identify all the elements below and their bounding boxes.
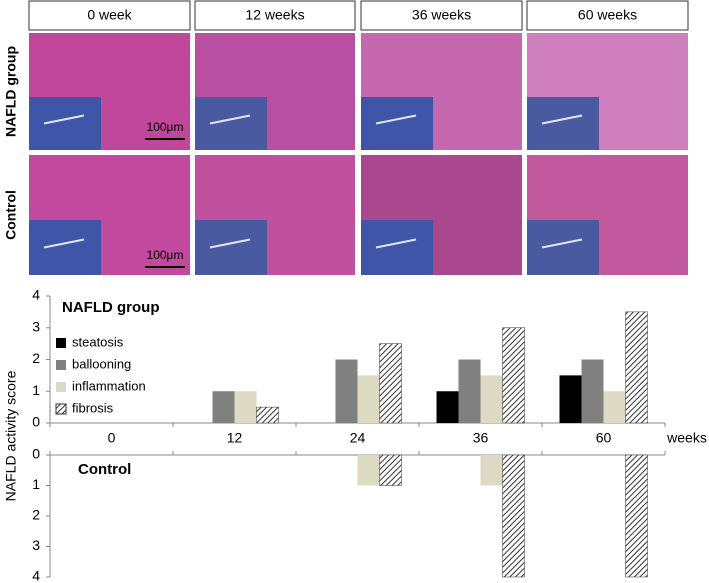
stain-inset — [527, 220, 599, 275]
bar — [559, 375, 582, 423]
vessel — [43, 114, 85, 125]
bar — [436, 391, 459, 423]
histology-panels: 0 week 12 weeks 36 weeks 60 weeks NAFLD grou… — [3, 0, 689, 275]
column-header-box — [28, 0, 191, 31]
bar — [625, 454, 648, 578]
panel-title: NAFLD group — [62, 299, 159, 316]
panel-title: Control — [78, 461, 131, 478]
bar — [357, 455, 380, 486]
scale-bar-label: 100µm — [147, 120, 184, 134]
bar — [625, 311, 648, 424]
y-tick-label: 3 — [32, 318, 40, 334]
x-tick-label: 24 — [350, 430, 366, 446]
bar — [256, 406, 279, 424]
stain-inset — [29, 97, 101, 150]
y-tick-label: 4 — [32, 287, 40, 303]
legend-label: steatosis — [72, 334, 124, 349]
bar — [379, 343, 402, 424]
legend-swatch — [56, 382, 66, 392]
bar — [480, 375, 503, 423]
y-tick-label: 2 — [32, 507, 40, 523]
bar — [458, 359, 481, 423]
column-header: 60 weeks — [578, 7, 637, 23]
stain-inset — [195, 97, 267, 150]
vessel — [43, 238, 85, 249]
bar — [212, 391, 235, 423]
vessel — [541, 114, 583, 125]
legend-swatch — [56, 338, 66, 348]
column-header-box — [526, 0, 689, 31]
row-label: Control — [3, 190, 19, 240]
column-header-box — [360, 0, 523, 31]
column-header: 0 week — [87, 7, 132, 23]
x-tick-label: 60 — [596, 430, 612, 446]
stain-inset — [361, 220, 433, 275]
row-label: NAFLD group — [3, 46, 19, 137]
legend-label: fibrosis — [72, 400, 114, 415]
bar — [581, 359, 604, 423]
column-header: 36 weeks — [412, 7, 471, 23]
bar — [502, 454, 525, 578]
column-header-box — [194, 0, 356, 31]
vessel — [209, 238, 251, 249]
scale-bar-label: 100µm — [147, 248, 184, 262]
y-tick-label: 1 — [32, 382, 40, 398]
stain-inset — [361, 97, 433, 150]
y-tick-label: 3 — [32, 537, 40, 553]
vessel — [375, 114, 417, 125]
x-tick-label: 0 — [108, 430, 116, 446]
legend-label: inflammation — [72, 378, 146, 393]
stain-inset — [195, 220, 267, 275]
x-axis-label: weeks — [666, 430, 707, 446]
bar — [234, 391, 257, 423]
bar — [379, 454, 402, 486]
x-tick-label: 36 — [473, 430, 489, 446]
bar — [480, 455, 503, 486]
stain-inset — [29, 220, 101, 275]
bar — [603, 391, 626, 423]
y-tick-label: 0 — [32, 446, 40, 462]
y-tick-label: 0 — [32, 414, 40, 430]
legend-swatch — [56, 360, 66, 370]
bar — [357, 375, 380, 423]
x-tick-label: 12 — [227, 430, 243, 446]
stain-inset — [527, 97, 599, 150]
bar — [502, 327, 525, 424]
column-header: 12 weeks — [245, 7, 304, 23]
legend-label: ballooning — [72, 356, 131, 371]
vessel — [541, 238, 583, 249]
y-tick-label: 1 — [32, 476, 40, 492]
vessel — [375, 238, 417, 249]
legend-swatch — [55, 403, 67, 415]
y-tick-label: 4 — [32, 568, 40, 583]
vessel — [209, 114, 251, 125]
y-tick-label: 2 — [32, 350, 40, 366]
bar — [335, 359, 358, 423]
y-axis-label: NAFLD activity score — [3, 370, 19, 501]
